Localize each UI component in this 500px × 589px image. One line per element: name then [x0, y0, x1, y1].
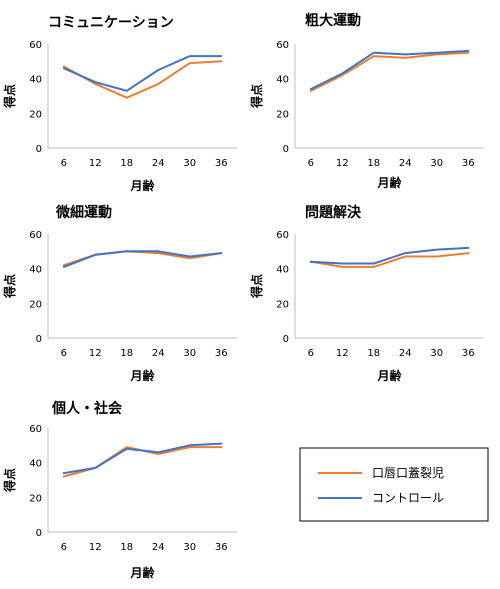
- y-tick-label: 60: [29, 424, 42, 435]
- x-tick-label: 30: [183, 158, 196, 169]
- y-tick-label: 0: [283, 334, 289, 345]
- x-axis-title: 月齢: [376, 368, 402, 383]
- y-tick-label: 0: [283, 144, 289, 155]
- x-tick-label: 36: [215, 158, 228, 169]
- y-tick-label: 20: [276, 299, 289, 310]
- x-tick-label: 36: [215, 542, 228, 553]
- x-tick-label: 12: [336, 158, 349, 169]
- series-line-1: [62, 60, 223, 99]
- series-line-2: [62, 442, 223, 475]
- y-tick-label: 40: [29, 75, 42, 86]
- x-tick-label: 18: [120, 542, 133, 553]
- legend: 口唇口蓋裂児 コントロール: [299, 447, 489, 522]
- x-tick-label: 6: [61, 542, 67, 553]
- chart-title: 問題解決: [305, 204, 362, 221]
- x-tick-label: 6: [61, 158, 67, 169]
- x-tick-label: 24: [152, 542, 165, 553]
- chart-panel-5: 個人・社会 0 20 40 60 6 12 18 24 30 36 月齢 得点: [2, 400, 237, 580]
- series-line-1: [309, 252, 470, 268]
- y-tick-label: 40: [29, 459, 42, 470]
- chart-panel-1: コミュニケーション 0 20 40 60 6 12 18 24 30 36 月齢 得点: [2, 15, 237, 193]
- x-tick-label: 30: [183, 348, 196, 359]
- y-tick-label: 60: [29, 230, 42, 241]
- series-line-2: [309, 246, 470, 265]
- x-tick-label: 12: [89, 158, 102, 169]
- y-tick-label: 20: [29, 109, 42, 120]
- y-tick-label: 20: [29, 299, 42, 310]
- x-axis-title: 月齢: [129, 178, 155, 193]
- series-line-2: [62, 250, 223, 268]
- x-tick-label: 30: [430, 158, 443, 169]
- x-tick-label: 36: [462, 348, 475, 359]
- x-tick-label: 30: [183, 542, 196, 553]
- y-axis-title: 得点: [249, 84, 264, 109]
- chart-panel-2: 粗大運動 0 20 40 60 6 12 18 24 30 36 月齢 得点: [249, 12, 484, 190]
- x-tick-label: 18: [367, 348, 380, 359]
- x-axis-title: 月齢: [129, 368, 155, 383]
- x-tick-label: 24: [399, 158, 412, 169]
- y-tick-label: 0: [36, 144, 42, 155]
- x-tick-label: 18: [120, 158, 133, 169]
- x-tick-label: 24: [152, 158, 165, 169]
- x-tick-label: 12: [336, 348, 349, 359]
- chart-panel-4: 問題解決 0 20 40 60 6 12 18 24 30 36 月齢 得点: [249, 204, 484, 383]
- legend-label-series-1: 口唇口蓋裂児: [372, 466, 444, 480]
- x-axis-title: 月齢: [129, 565, 155, 580]
- y-tick-label: 60: [29, 40, 42, 51]
- x-tick-label: 6: [308, 158, 314, 169]
- x-tick-label: 6: [61, 348, 67, 359]
- chart-title: 粗大運動: [305, 12, 361, 29]
- x-tick-label: 36: [462, 158, 475, 169]
- x-tick-label: 36: [215, 348, 228, 359]
- y-axis-title: 得点: [2, 274, 17, 299]
- series-line-2: [62, 55, 223, 92]
- chart-title: 微細運動: [55, 204, 112, 221]
- y-tick-label: 20: [276, 109, 289, 120]
- series-line-1: [309, 51, 470, 92]
- y-tick-label: 60: [276, 40, 289, 51]
- x-axis-title: 月齢: [376, 175, 402, 190]
- x-tick-label: 24: [152, 348, 165, 359]
- chart-title: 個人・社会: [51, 400, 123, 417]
- y-tick-label: 0: [36, 334, 42, 345]
- x-tick-label: 12: [89, 542, 102, 553]
- legend-box: [299, 447, 489, 522]
- y-tick-label: 60: [276, 230, 289, 241]
- x-tick-label: 18: [367, 158, 380, 169]
- y-tick-label: 40: [276, 265, 289, 276]
- x-tick-label: 12: [89, 348, 102, 359]
- y-axis-title: 得点: [2, 84, 17, 109]
- legend-label-series-2: コントロール: [372, 491, 444, 505]
- x-tick-label: 6: [308, 348, 314, 359]
- y-tick-label: 0: [36, 528, 42, 539]
- chart-title: コミュニケーション: [48, 15, 174, 31]
- x-tick-label: 24: [399, 348, 412, 359]
- series-line-2: [309, 49, 470, 91]
- y-tick-label: 40: [276, 75, 289, 86]
- y-tick-label: 40: [29, 265, 42, 276]
- y-axis-title: 得点: [249, 274, 264, 299]
- y-axis-title: 得点: [2, 468, 17, 493]
- x-tick-label: 18: [120, 348, 133, 359]
- chart-panel-3: 微細運動 0 20 40 60 6 12 18 24 30 36 月齢 得点: [2, 204, 237, 383]
- y-tick-label: 20: [29, 493, 42, 504]
- x-tick-label: 30: [430, 348, 443, 359]
